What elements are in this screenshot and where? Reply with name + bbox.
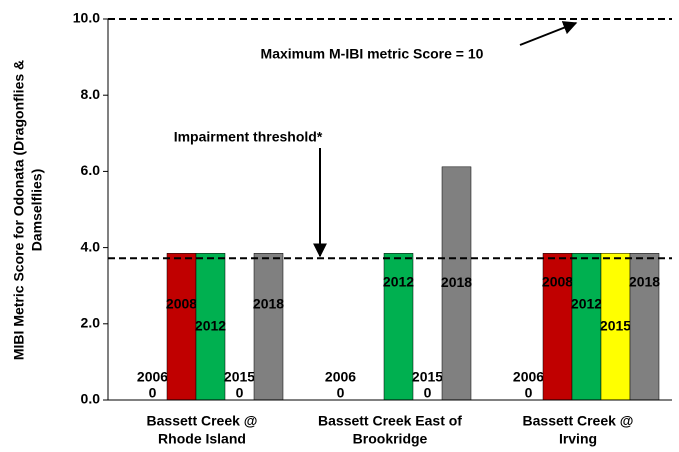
bar (166, 253, 197, 401)
bar-series-label: 2008 (542, 273, 573, 289)
y-tick-label: 0.0 (81, 391, 101, 407)
bar-series-label: 2012 (571, 295, 602, 311)
data-label: 0 (337, 385, 345, 401)
y-label-line: Damselflies) (29, 169, 45, 251)
annotation-arrow (519, 21, 578, 46)
bar-series-label: 2006 (513, 369, 544, 385)
data-label: 0 (525, 385, 533, 401)
bar (441, 166, 472, 401)
bar-series-label: 2015 (224, 369, 255, 385)
bar-series-label: 2018 (253, 295, 284, 311)
bar-series-label: 2008 (166, 295, 197, 311)
y-label-line: MIBI Metric Score for Odonata (Dragonfli… (11, 60, 27, 360)
bar (629, 253, 660, 401)
annotation: Impairment threshold* (174, 129, 323, 145)
x-tick-label: Bassett Creek East of (318, 413, 462, 429)
bar-series-label: 2006 (325, 369, 356, 385)
x-tick-label: Rhode Island (158, 431, 246, 447)
bar (195, 253, 226, 401)
data-label: 0 (236, 385, 244, 401)
bar (383, 253, 414, 401)
annotation: Maximum M-IBI metric Score = 10 (261, 46, 484, 62)
y-tick-label: 4.0 (81, 238, 101, 254)
y-tick-label: 8.0 (81, 86, 101, 102)
bar-series-label: 2015 (600, 317, 631, 333)
bar-series-label: 2018 (629, 273, 660, 289)
bar-series-label: 2012 (383, 273, 414, 289)
bar-series-label: 2006 (137, 369, 168, 385)
x-tick-label: Bassett Creek @ (523, 413, 634, 429)
bar (571, 253, 602, 401)
y-tick-label: 10.0 (73, 10, 100, 26)
bar-series-label: 2015 (412, 369, 443, 385)
bar-series-label: 2018 (441, 274, 472, 290)
data-label: 0 (149, 385, 157, 401)
bar (253, 253, 284, 401)
x-tick-label: Brookridge (353, 431, 428, 447)
y-tick-label: 2.0 (81, 315, 101, 331)
y-tick-label: 6.0 (81, 162, 101, 178)
x-tick-label: Irving (559, 431, 597, 447)
x-tick-label: Bassett Creek @ (147, 413, 258, 429)
data-label: 0 (424, 385, 432, 401)
y-axis-label: MIBI Metric Score for Odonata (Dragonfli… (11, 60, 45, 360)
bar-series-label: 2012 (195, 317, 226, 333)
